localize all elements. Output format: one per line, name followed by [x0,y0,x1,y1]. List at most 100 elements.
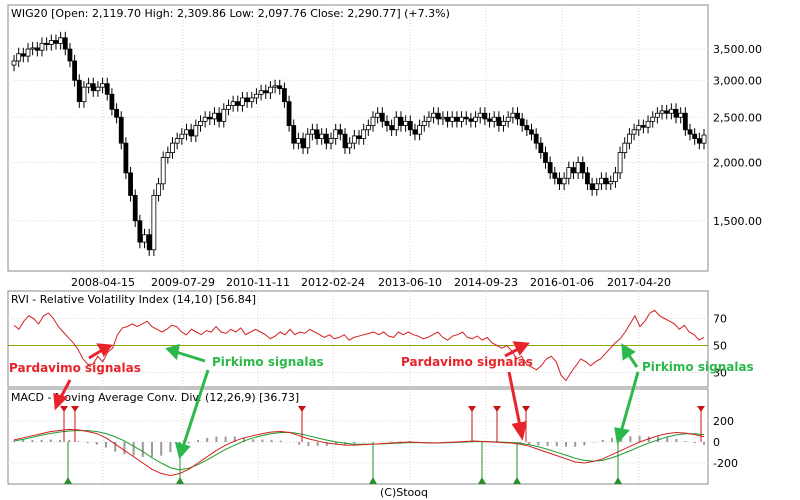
sell-arrow-4 [507,371,527,441]
candle-body [90,83,96,92]
candle-body [449,116,455,122]
sell-marker [60,406,68,412]
candle-body [365,125,371,131]
candle-body [235,101,241,106]
candle-body [286,101,292,126]
x-tick-label: 2008-04-15 [71,276,135,289]
sell-marker [468,406,476,412]
candle-body [128,172,133,196]
candle-body [132,195,138,222]
signal-annotations: Pardavimo signalas Pirkimo signalas Pard… [9,341,754,460]
macd-y-tick-label: 0 [713,436,720,449]
x-tick-label: 2017-04-20 [607,276,671,289]
candle-body [356,135,362,140]
price-y-tick-label: 2,500.00 [713,111,762,124]
candle-body [118,116,124,144]
sell-marker [522,406,530,412]
candle-body [146,234,152,251]
candle-body [244,97,250,103]
candle-body [654,112,660,118]
candle-body [263,90,269,94]
price-y-tick-label: 1,500.00 [713,215,762,228]
candle-body [515,112,520,120]
macd-layer [13,406,705,484]
candle-body [188,129,194,137]
candle-body [351,135,357,144]
x-tick-label: 2012-02-24 [301,276,365,289]
rvi-lines [13,309,705,382]
macd-signal-line [13,429,705,471]
candle-body [477,112,483,118]
candle-body [594,183,600,190]
candle-body [613,172,618,182]
rvi-panel-frame [7,290,709,388]
candle-body [421,120,427,126]
price-y-tick-label: 3,000.00 [713,74,762,87]
macd-y-tick-label: -200 [713,457,738,470]
candle-body [533,133,539,144]
sell-label-left: Pardavimo signalas [9,361,141,375]
candle-body [491,116,497,122]
candle-body [193,125,199,137]
rvi-series-line [13,309,705,382]
candle-body [25,48,31,57]
candle-body [58,37,64,44]
candle-body [142,234,147,243]
candle-body [445,116,450,122]
candle-body [216,112,222,122]
buy-marker [369,477,377,484]
candle-body [566,167,572,179]
candle-body [440,116,446,120]
sell-marker [493,406,501,412]
macd-line [13,428,705,477]
candle-body [174,138,180,144]
candle-body [30,47,36,50]
candle-body [309,129,315,135]
x-tick-label: 2013-06-10 [378,276,442,289]
footer-credit: (C)Stooq [380,486,428,499]
candle-body [701,134,707,144]
candle-body [295,138,301,144]
x-tick-label: 2009-07-29 [151,276,215,289]
candle-body [198,120,203,126]
candle-body [240,97,245,106]
candle-body [314,129,320,140]
candle-body [67,48,73,62]
x-tick-label: 2010-11-11 [226,276,290,289]
candle-body [538,142,544,153]
candle-body [589,183,595,190]
candle-body [510,112,516,118]
candle-body [678,112,684,118]
candle-body [123,142,129,174]
rvi-grid [8,318,708,373]
candle-body [333,129,339,140]
buy-arrow-3 [621,343,639,368]
candle-body [412,129,418,135]
candle-body [156,183,161,196]
rvi-y-tick-label: 30 [713,367,727,380]
candle-body [72,60,78,81]
candle-body [384,120,390,126]
candle-body [226,105,231,110]
candle-body [389,125,395,131]
candle-body [599,177,604,185]
buy-label-right: Pirkimo signalas [642,360,754,374]
buy-label-left: Pirkimo signalas [212,355,324,369]
candle-body [53,40,59,44]
candle-body [459,116,464,122]
sell-label-right: Pardavimo signalas [401,355,533,369]
price-y-tick-label: 2,000.00 [713,156,762,169]
candle-body [272,85,278,88]
rvi-panel-title: RVI - Relative Volatility Index (14,10) … [11,293,256,306]
candle-body [342,133,348,149]
candle-body [543,152,548,163]
candle-body [631,129,637,135]
candle-body [417,125,423,135]
candle-body [62,37,68,50]
candle-body [519,118,525,126]
candle-body [585,172,590,185]
candle-body [207,116,213,120]
candle-body [580,162,586,174]
price-panel-frame [7,4,709,272]
